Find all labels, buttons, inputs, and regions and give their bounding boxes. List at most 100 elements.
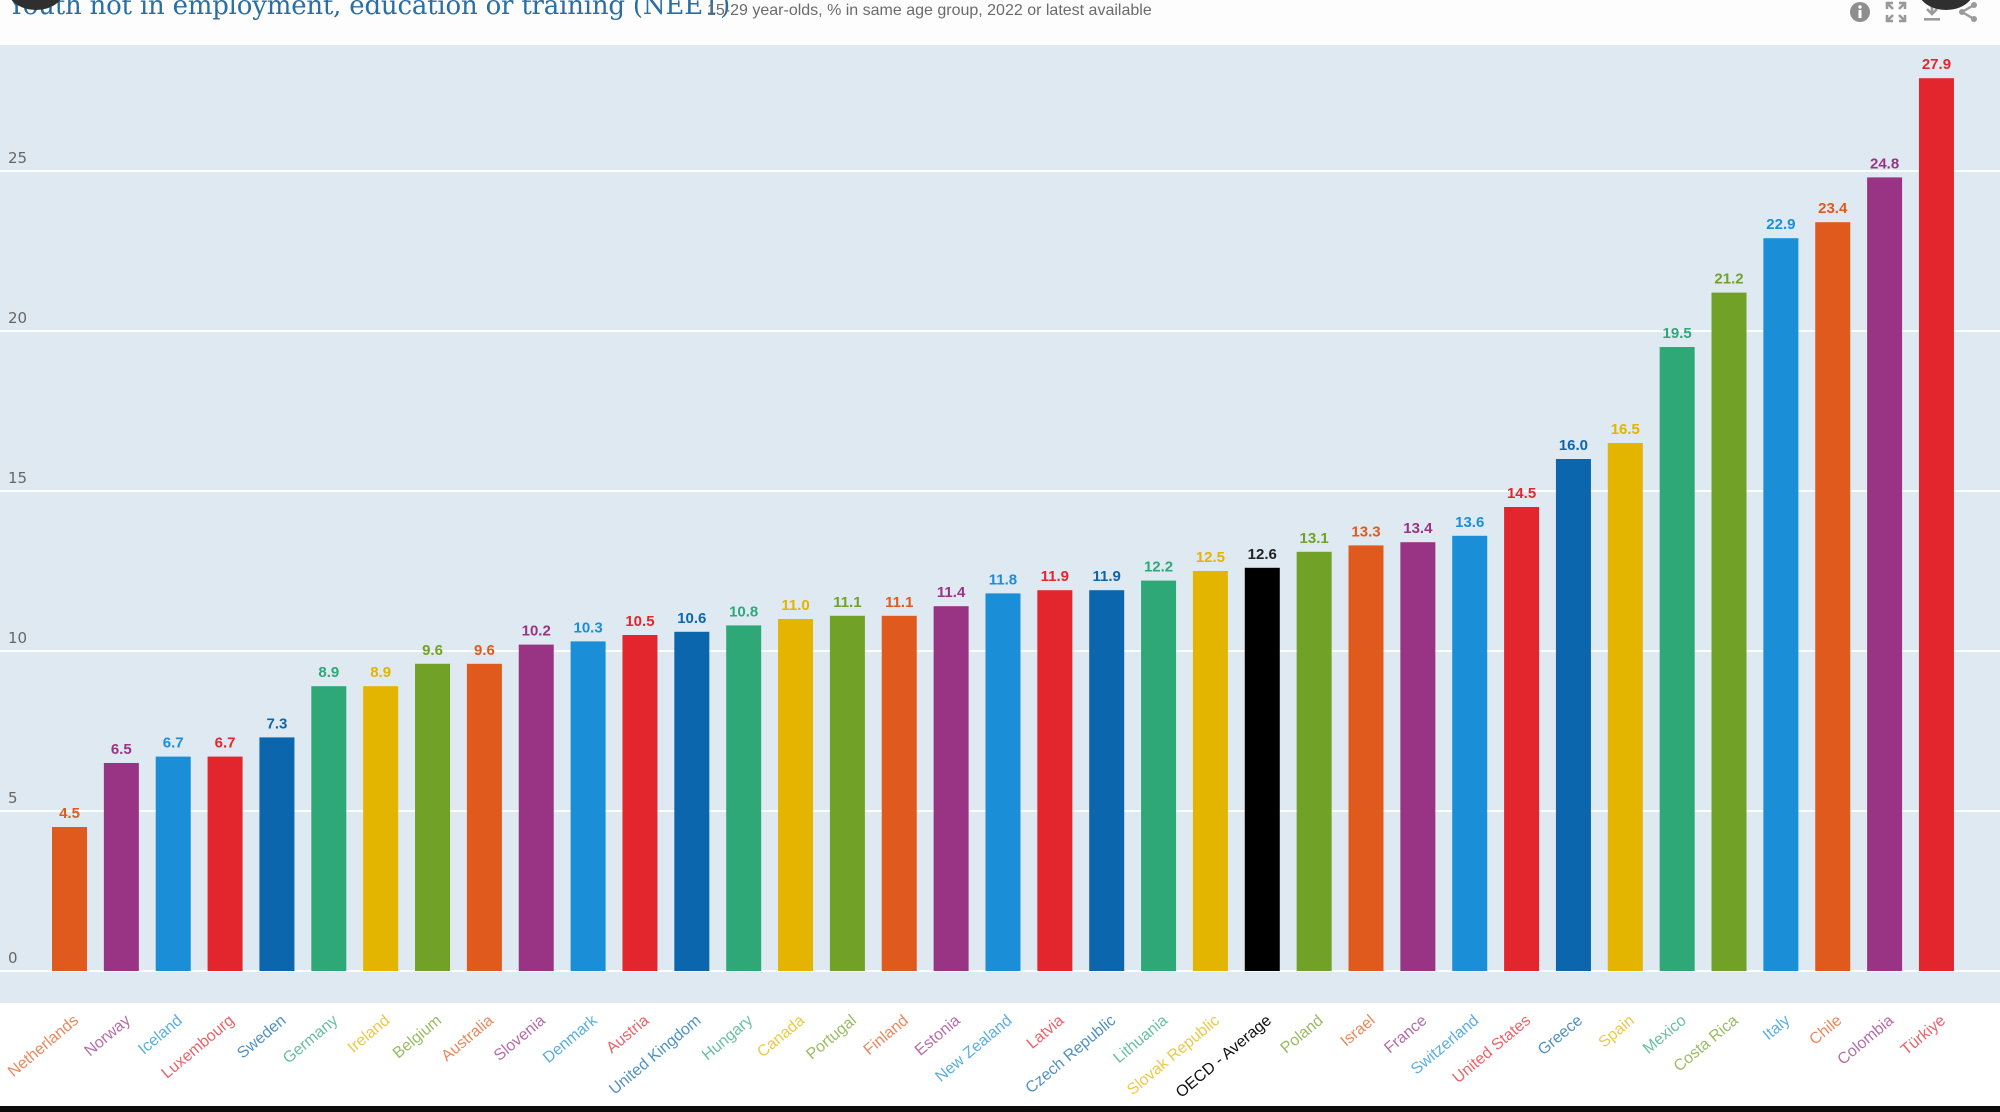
bar[interactable]: New Zealand: 11.8 bbox=[985, 593, 1021, 971]
bar[interactable]: Netherlands: 4.5 bbox=[52, 827, 87, 971]
value-label: 27.9 bbox=[1922, 56, 1951, 73]
x-tick-label: Slovak Republic bbox=[1124, 1012, 1223, 1099]
bar[interactable]: Canada: 11.0 bbox=[778, 619, 814, 971]
value-label: 14.5 bbox=[1507, 485, 1536, 502]
x-tick-label: Spain bbox=[1596, 1012, 1638, 1051]
x-tick-label: Denmark bbox=[540, 1011, 601, 1066]
value-label: 16.0 bbox=[1559, 437, 1588, 454]
value-label: 6.7 bbox=[163, 735, 184, 752]
chart-header: Youth not in employment, education or tr… bbox=[0, 0, 2000, 45]
value-label: 19.5 bbox=[1663, 325, 1692, 342]
x-tick-label: Germany bbox=[280, 1012, 341, 1067]
bar[interactable]: Austria: 10.5 bbox=[622, 635, 658, 971]
y-tick-label: 25 bbox=[8, 149, 27, 167]
bar[interactable]: Spain: 16.5 bbox=[1607, 443, 1643, 971]
y-tick-label: 0 bbox=[8, 949, 18, 967]
bar[interactable]: Iceland: 6.7 bbox=[155, 756, 191, 971]
bar[interactable]: Italy: 22.9 bbox=[1763, 238, 1799, 971]
share-icon[interactable] bbox=[1956, 0, 1980, 24]
bar[interactable]: Türkiye: 27.9 bbox=[1918, 78, 1954, 971]
bar[interactable]: Latvia: 11.9 bbox=[1037, 590, 1073, 971]
x-tick-label: France bbox=[1381, 1012, 1430, 1057]
value-label: 23.4 bbox=[1818, 200, 1848, 217]
value-label: 9.6 bbox=[474, 642, 495, 659]
bar[interactable]: Israel: 13.3 bbox=[1348, 545, 1384, 971]
cursor-overlay bbox=[1918, 0, 1974, 10]
y-tick-label: 15 bbox=[8, 469, 27, 487]
x-tick-label: Ireland bbox=[345, 1012, 393, 1056]
bar[interactable]: Hungary: 10.8 bbox=[726, 625, 762, 971]
y-tick-label: 10 bbox=[8, 629, 27, 647]
bar[interactable]: Germany: 8.9 bbox=[311, 686, 347, 971]
info-icon[interactable] bbox=[1848, 0, 1872, 24]
x-tick-label: United Kingdom bbox=[606, 1012, 704, 1098]
value-label: 10.6 bbox=[677, 610, 706, 627]
bar[interactable]: Sweden: 7.3 bbox=[259, 737, 295, 971]
value-label: 12.2 bbox=[1144, 559, 1173, 576]
x-tick-label: Poland bbox=[1278, 1012, 1327, 1057]
bottom-bar bbox=[0, 1106, 2000, 1112]
bar[interactable]: Lithuania: 12.2 bbox=[1141, 580, 1177, 971]
x-tick-label: Chile bbox=[1806, 1012, 1845, 1049]
x-tick-label: Italy bbox=[1760, 1012, 1793, 1044]
x-tick-label: Netherlands bbox=[5, 1012, 82, 1080]
value-label: 6.5 bbox=[111, 741, 132, 758]
bar[interactable]: Mexico: 19.5 bbox=[1659, 347, 1695, 971]
bar[interactable]: Denmark: 10.3 bbox=[570, 641, 606, 971]
bar[interactable]: Finland: 11.1 bbox=[881, 615, 917, 971]
x-tick-label: Portugal bbox=[803, 1012, 860, 1063]
bar[interactable]: Greece: 16.0 bbox=[1555, 459, 1591, 971]
value-label: 11.1 bbox=[833, 594, 861, 611]
value-label: 10.3 bbox=[573, 619, 602, 636]
value-label: 8.9 bbox=[370, 664, 391, 681]
x-tick-label: Australia bbox=[438, 1012, 497, 1065]
bar[interactable]: Slovenia: 10.2 bbox=[518, 644, 554, 971]
x-tick-label: Israel bbox=[1338, 1012, 1379, 1050]
value-label: 24.8 bbox=[1870, 155, 1899, 172]
value-label: 6.7 bbox=[215, 735, 236, 752]
bar[interactable]: Slovak Republic: 12.5 bbox=[1192, 571, 1228, 971]
x-tick-label: Czech Republic bbox=[1022, 1012, 1119, 1097]
bar[interactable]: France: 13.4 bbox=[1400, 542, 1436, 971]
x-axis-labels: Netherlands Norway IcelandLuxembourgSweden… bbox=[5, 1011, 1949, 1101]
bar[interactable]: Poland: 13.1 bbox=[1296, 551, 1332, 971]
y-tick-label: 5 bbox=[8, 789, 18, 807]
value-label: 10.8 bbox=[729, 603, 758, 620]
bar[interactable]: Australia: 9.6 bbox=[466, 663, 502, 971]
x-tick-label: Latvia bbox=[1024, 1012, 1068, 1053]
bar[interactable]: Chile: 23.4 bbox=[1815, 222, 1851, 971]
value-label: 10.5 bbox=[625, 613, 654, 630]
x-tick-label: Colombia bbox=[1834, 1012, 1897, 1069]
bar[interactable]: Costa Rica: 21.2 bbox=[1711, 292, 1747, 972]
chart-subtitle: 15-29 year-olds, % in same age group, 20… bbox=[707, 2, 1152, 19]
x-tick-label: Greece bbox=[1535, 1012, 1586, 1059]
bar[interactable]: Luxembourg: 6.7 bbox=[207, 756, 243, 971]
bar[interactable]: Belgium: 9.6 bbox=[415, 663, 451, 971]
value-label: 10.2 bbox=[522, 623, 551, 640]
bar[interactable]: United States: 14.5 bbox=[1504, 507, 1540, 971]
x-tick-label: Austria bbox=[603, 1012, 652, 1057]
x-tick-label: Mexico bbox=[1640, 1012, 1690, 1058]
value-label: 11.9 bbox=[1041, 568, 1069, 585]
bar[interactable]: Portugal: 11.1 bbox=[829, 615, 865, 971]
value-labels: 4.5 6.5 6.7 6.7 7.3 8.9 8.9 9.6 9.6 10.2 10.3 10.5 1… bbox=[59, 56, 1951, 822]
value-label: 16.5 bbox=[1611, 421, 1640, 438]
value-label: 11.4 bbox=[937, 584, 966, 601]
x-tick-label: Slovenia bbox=[491, 1012, 549, 1065]
cursor-overlay bbox=[8, 0, 64, 10]
bar[interactable]: Ireland: 8.9 bbox=[363, 686, 399, 971]
bar[interactable]: Switzerland: 13.6 bbox=[1452, 535, 1488, 971]
bar[interactable]: Estonia: 11.4 bbox=[933, 606, 969, 971]
bar[interactable]: Czech Republic: 11.9 bbox=[1089, 590, 1125, 971]
y-tick-label: 20 bbox=[8, 309, 27, 327]
fullscreen-icon[interactable] bbox=[1884, 0, 1908, 24]
bars: Netherlands: 4.5 Norway: 6.5 Iceland: 6.7 L… bbox=[52, 78, 1954, 972]
value-label: 12.6 bbox=[1248, 546, 1277, 563]
bar[interactable]: Colombia: 24.8 bbox=[1867, 177, 1903, 971]
bar[interactable]: United Kingdom: 10.6 bbox=[674, 631, 710, 971]
value-label: 11.8 bbox=[989, 571, 1017, 588]
bar[interactable]: Norway: 6.5 bbox=[103, 763, 139, 971]
value-label: 8.9 bbox=[318, 664, 339, 681]
bar[interactable]: OECD - Average: 12.6 bbox=[1244, 567, 1280, 971]
